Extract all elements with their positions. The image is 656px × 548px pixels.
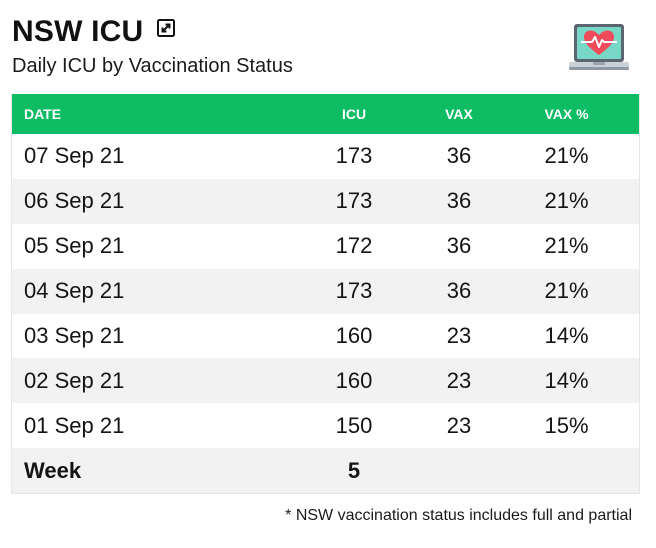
cell-vax: 36: [446, 233, 472, 259]
cell-date: 06 Sep 21: [24, 188, 125, 214]
page-title: NSW ICU: [12, 15, 144, 48]
page-subtitle: Daily ICU by Vaccination Status: [12, 55, 293, 77]
cell-vax: 23: [446, 367, 472, 393]
cell-vax-percent: 21%: [544, 278, 589, 304]
cell-icu: 173: [335, 278, 373, 304]
column-header-vax-percent[interactable]: VAX %: [544, 106, 589, 122]
cell-icu: 173: [335, 143, 373, 169]
cell-vax-percent: 15%: [544, 412, 589, 438]
table-row: 01 Sep 21 150 23 15%: [12, 403, 639, 448]
column-header-icu[interactable]: ICU: [341, 106, 367, 122]
table-row: 02 Sep 21 160 23 14%: [12, 358, 639, 404]
table-row: 05 Sep 21 172 36 21%: [12, 224, 639, 269]
cell-vax: 23: [446, 412, 472, 438]
cell-icu: 173: [335, 188, 373, 214]
table-row: 07 Sep 21 173 36 21%: [12, 134, 639, 179]
summary-icu: 5: [347, 457, 361, 483]
cell-vax: 36: [446, 278, 472, 304]
cell-vax-percent: 14%: [544, 367, 589, 393]
icu-table: DATE ICU VAX VAX % 07 Sep 21 173 36 21% …: [11, 94, 640, 495]
cell-vax-percent: 21%: [544, 188, 589, 214]
table-row: 06 Sep 21 173 36 21%: [12, 178, 639, 224]
cell-date: 07 Sep 21: [24, 143, 125, 169]
widget-header: NSW ICU Daily ICU by Vaccination Status: [12, 10, 642, 90]
cell-date: 02 Sep 21: [24, 367, 125, 393]
title-row: NSW ICU: [12, 10, 176, 54]
cell-vax-percent: 21%: [544, 233, 589, 259]
cell-vax-percent: 14%: [544, 323, 589, 348]
table-row: 03 Sep 21 160 23 14%: [12, 314, 639, 359]
cell-vax-percent: 21%: [544, 143, 589, 169]
cell-date: 01 Sep 21: [24, 412, 125, 438]
footnote: * NSW vaccination status includes full a…: [285, 507, 632, 524]
cell-icu: 160: [335, 367, 373, 393]
summary-row: Week 5: [12, 448, 639, 494]
cell-date: 04 Sep 21: [24, 278, 125, 304]
column-header-vax[interactable]: VAX: [445, 106, 473, 122]
cell-icu: 150: [335, 412, 373, 438]
cell-vax: 23: [446, 323, 472, 348]
cell-icu: 160: [335, 323, 373, 348]
cell-date: 05 Sep 21: [24, 233, 125, 259]
summary-label: Week: [24, 457, 82, 483]
expand-icon[interactable]: [157, 19, 176, 37]
column-header-date[interactable]: DATE: [24, 106, 62, 122]
heart-monitor-laptop-icon: [568, 22, 630, 74]
cell-vax: 36: [446, 188, 472, 214]
table-row: 04 Sep 21 173 36 21%: [12, 268, 639, 314]
table-header: DATE ICU VAX VAX %: [12, 94, 639, 134]
cell-date: 03 Sep 21: [24, 323, 125, 348]
cell-icu: 172: [335, 233, 373, 259]
cell-vax: 36: [446, 143, 472, 169]
